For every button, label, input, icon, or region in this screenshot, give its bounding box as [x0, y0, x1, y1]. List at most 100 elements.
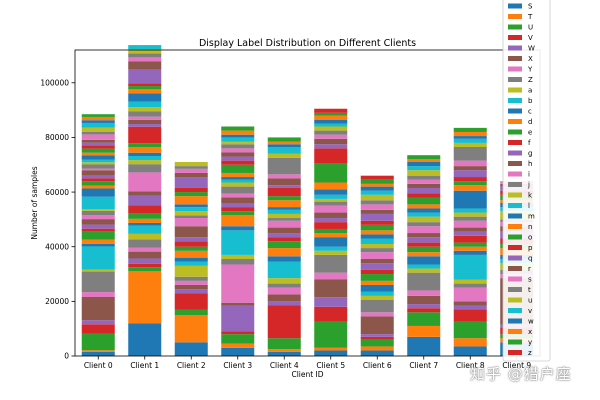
bar-segment	[453, 301, 487, 306]
bar-segment	[360, 350, 394, 356]
bar-segment	[314, 198, 348, 202]
bar-segment	[314, 130, 348, 135]
legend-swatch	[508, 14, 522, 19]
legend-label: n	[528, 223, 532, 231]
x-axis-ticks: Client 0 Client 1 Client 2 Client 3 Client 4…	[84, 356, 531, 370]
bar-segment	[128, 160, 162, 165]
bar-segment	[407, 336, 441, 357]
bar-segment	[360, 220, 394, 225]
bar-segment	[267, 349, 301, 352]
x-tick-label: Client 4	[270, 361, 299, 370]
bar-segment	[314, 254, 348, 273]
bar-segment	[407, 179, 441, 184]
bar-segment	[174, 265, 208, 277]
bar-segment	[267, 218, 301, 221]
bar-segment	[221, 343, 255, 348]
bar-segment	[128, 119, 162, 125]
bar-segment	[128, 251, 162, 259]
x-tick-label: Client 8	[456, 361, 485, 370]
bar-segment	[221, 144, 255, 149]
bar-segment	[128, 69, 162, 84]
bar-segment	[81, 228, 115, 232]
legend-label: S	[528, 3, 533, 11]
bar-segment	[314, 115, 348, 120]
bar-segment	[360, 336, 394, 340]
bar-segment	[407, 216, 441, 223]
legend-label: t	[528, 286, 531, 294]
legend-swatch	[508, 213, 522, 219]
bar-segment	[453, 283, 487, 288]
legend-label: c	[528, 108, 532, 116]
bar-segment	[314, 126, 348, 131]
bar-segment	[407, 212, 441, 217]
legend-swatch	[508, 66, 522, 72]
x-tick-label: Client 6	[363, 361, 392, 370]
bar-segment	[360, 230, 394, 235]
bar-segment	[314, 182, 348, 190]
legend-swatch	[508, 98, 522, 103]
bar-segment	[128, 126, 162, 144]
bar-segment	[221, 259, 255, 265]
legend-swatch	[508, 350, 522, 355]
bar-segment	[267, 144, 301, 147]
legend-swatch	[508, 45, 522, 51]
bar-segment	[407, 155, 441, 160]
bar-segment	[314, 148, 348, 164]
bar-segment	[81, 162, 115, 165]
bar-segment	[128, 61, 162, 70]
bar-stack-client-7	[407, 155, 441, 357]
bar-segment	[81, 351, 115, 356]
bar-segment	[174, 196, 208, 205]
bar-segment	[360, 339, 394, 347]
legend-label: Z	[528, 76, 533, 84]
bar-segment	[360, 263, 394, 270]
legend-label: q	[528, 255, 532, 263]
bar-segment	[453, 166, 487, 171]
bar-segment	[453, 142, 487, 147]
bar-segment	[314, 233, 348, 238]
bar-stack-client-3	[221, 126, 255, 356]
legend-swatch	[508, 192, 522, 198]
legend-label: u	[528, 297, 532, 305]
bar-segment	[221, 164, 255, 173]
bar-segment	[81, 215, 115, 220]
bar-segment	[407, 193, 441, 198]
bar-segment	[267, 233, 301, 238]
bar-segment	[174, 276, 208, 281]
legend-swatch	[508, 203, 522, 208]
x-tick-label: Client 9	[502, 361, 531, 370]
bar-segment	[81, 127, 115, 132]
legend-swatch	[508, 56, 522, 61]
bar-segment	[453, 227, 487, 232]
bar-segment	[221, 203, 255, 208]
bar-segment	[81, 333, 115, 351]
bar-segment	[360, 190, 394, 195]
x-tick-label: Client 7	[409, 361, 438, 370]
bar-segment	[453, 254, 487, 280]
legend-frame	[502, 0, 551, 362]
bar-segment	[453, 250, 487, 255]
bar-segment	[314, 222, 348, 229]
bar-segment	[128, 147, 162, 153]
bar-segment	[314, 201, 348, 206]
bar-segment	[128, 45, 162, 50]
bar-segment	[81, 350, 115, 352]
y-tick-label: 80000	[45, 133, 69, 142]
bar-segment	[360, 179, 394, 184]
bar-segment	[267, 338, 301, 350]
bar-segment	[128, 233, 162, 240]
bar-segment	[407, 304, 441, 309]
bar-segment	[174, 168, 208, 173]
bar-segment	[81, 210, 115, 216]
bar-segment	[453, 177, 487, 182]
legend-swatch	[508, 287, 522, 292]
bar-segment	[221, 226, 255, 231]
bars-group	[81, 45, 534, 357]
bar-segment	[81, 209, 115, 211]
bar-stack-client-0	[81, 114, 115, 356]
bar-segment	[360, 194, 394, 201]
legend-label: X	[528, 55, 533, 63]
y-tick-label: 60000	[45, 188, 69, 197]
y-tick-label: 40000	[45, 242, 69, 251]
bar-segment	[128, 152, 162, 157]
